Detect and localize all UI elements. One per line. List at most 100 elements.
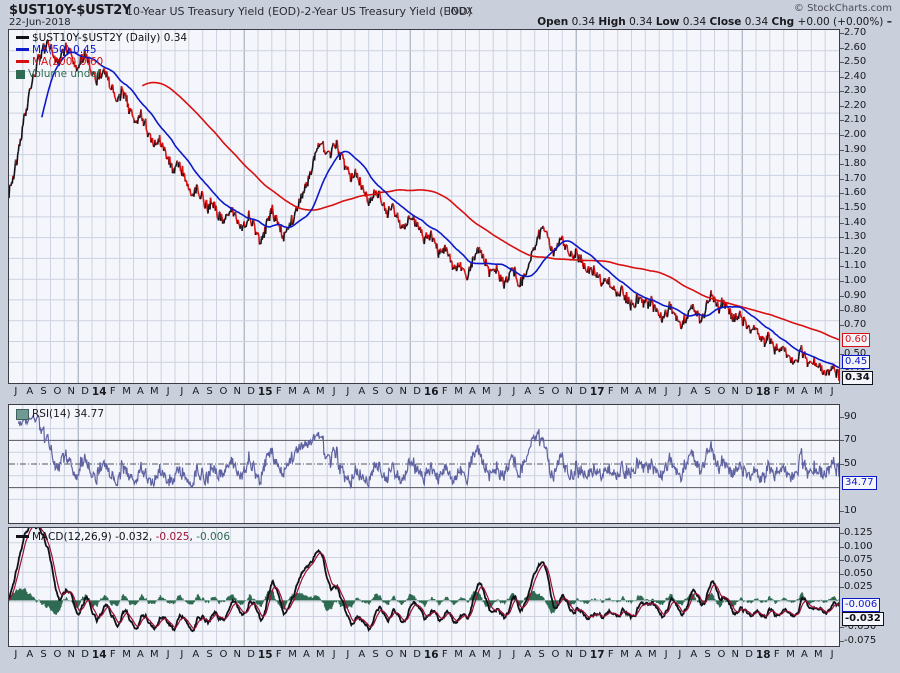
x-axis-label: O <box>385 649 394 660</box>
x-axis-label: D <box>579 649 587 660</box>
symbol-type: INDX <box>448 6 474 17</box>
x-axis-label: A <box>800 649 808 660</box>
macd-legend-prefix: MACD(12,26,9) <box>32 531 116 543</box>
x-axis-label: A <box>26 649 34 660</box>
price-plot[interactable] <box>9 30 839 383</box>
x-axis-label: A <box>136 649 144 660</box>
x-axis-label: M <box>813 386 823 397</box>
price-series-legend-label: $UST10Y-$UST2Y (Daily) 0.34 <box>32 32 188 44</box>
x-axis-label: S <box>40 649 47 660</box>
macd-legend: MACD(12,26,9) -0.032, -0.025, -0.006 <box>16 531 230 543</box>
rsi-series-svg <box>9 405 839 523</box>
x-axis-label: N <box>233 386 242 397</box>
x-axis-label: D <box>413 649 421 660</box>
x-axis-label: M <box>122 649 131 660</box>
x-axis-label: A <box>302 386 310 397</box>
x-axis-label: F <box>441 649 448 660</box>
y-axis-label: 2.70 <box>844 26 867 38</box>
rsi-swatch-icon <box>16 408 29 420</box>
y-tick <box>840 640 844 642</box>
x-axis-label: J <box>664 386 668 397</box>
x-axis-label: J <box>678 649 682 660</box>
macd-plot[interactable] <box>9 528 839 646</box>
x-axis-label: J <box>498 649 502 660</box>
rsi-value-flag: 34.77 <box>842 476 877 490</box>
y-tick <box>840 546 844 548</box>
x-axis-label: 14 <box>91 386 107 398</box>
y-axis-label: 1.50 <box>844 202 867 213</box>
y-axis-label: 50 <box>844 458 857 469</box>
x-axis-label: J <box>166 649 170 660</box>
x-axis-label: S <box>538 386 545 397</box>
price-series-swatch-icon <box>16 35 29 39</box>
y-tick <box>840 310 844 312</box>
x-axis-label: A <box>468 649 476 660</box>
y-axis-label: 2.20 <box>844 99 867 111</box>
x-axis-label: N <box>565 649 574 660</box>
x-axis-label: J <box>830 649 834 660</box>
x-axis-label: J <box>678 386 682 397</box>
x-axis-label: 15 <box>257 649 273 661</box>
x-axis-label: J <box>346 649 350 660</box>
x-axis-label: J <box>332 386 336 397</box>
x-axis-label: D <box>413 386 421 397</box>
close-value: 0.34 <box>744 16 769 28</box>
x-axis-label: S <box>40 386 47 397</box>
y-tick <box>840 627 844 629</box>
x-axis-label: 14 <box>91 649 107 661</box>
chart-header: $UST10Y-$UST2Y 10-Year US Treasury Yield… <box>0 0 900 28</box>
y-axis-label: 70 <box>844 434 857 446</box>
x-axis-label: N <box>731 386 740 397</box>
x-axis-label: J <box>180 386 184 397</box>
x-axis-label: F <box>275 649 282 660</box>
x-axis-label: S <box>206 649 213 660</box>
x-axis-label: S <box>704 649 711 660</box>
y-axis-label: 1.00 <box>844 274 867 286</box>
x-axis-label: J <box>830 386 834 397</box>
y-tick <box>840 135 844 136</box>
x-axis-label: A <box>26 386 34 397</box>
y-tick <box>840 32 844 34</box>
x-axis-label: 16 <box>423 649 439 661</box>
macd-value-flag: -0.006 <box>842 597 881 612</box>
x-axis-label: M <box>481 649 491 660</box>
x-axis-label: N <box>399 649 408 660</box>
x-axis-label: 15 <box>257 386 273 398</box>
x-axis-label: M <box>122 386 131 397</box>
x-axis-label: N <box>67 649 76 660</box>
x-axis-label: F <box>773 649 780 660</box>
rsi-plot[interactable] <box>9 405 839 523</box>
x-axis-label: D <box>579 386 587 397</box>
y-axis-label: 1.40 <box>844 216 867 228</box>
volume-series-legend-label: Volume undef <box>28 68 101 80</box>
y-axis-label: -0.075 <box>844 634 877 646</box>
x-axis-label: M <box>454 386 463 397</box>
y-axis-label: 1.60 <box>844 187 867 199</box>
y-tick <box>840 164 844 166</box>
chg-value: +0.00 (+0.00%) <box>797 16 884 28</box>
x-axis-label: N <box>67 386 76 397</box>
x-axis-label: D <box>247 649 255 660</box>
y-axis-label: -0.050 <box>844 621 877 633</box>
x-axis-label: O <box>219 386 228 397</box>
x-axis-label: F <box>109 386 116 397</box>
x-axis-label: 16 <box>423 386 439 398</box>
x-axis-label: S <box>372 386 379 397</box>
y-axis-label: 2.50 <box>844 56 867 68</box>
ma50-series-swatch-icon <box>16 47 29 51</box>
macd-swatch-icon <box>16 534 29 538</box>
x-axis-label: O <box>551 649 560 660</box>
x-axis-label: A <box>192 386 200 397</box>
x-axis-label: M <box>315 649 325 660</box>
x-axis-label: A <box>690 386 698 397</box>
x-axis-label: M <box>620 649 629 660</box>
y-axis-label: 0.025 <box>844 581 873 592</box>
y-tick <box>840 560 844 562</box>
x-axis-label: J <box>512 649 516 660</box>
x-axis-label: A <box>468 386 476 397</box>
ma50-series-legend-label: MA(50) 0.45 <box>32 44 97 56</box>
x-axis-label: M <box>288 649 297 660</box>
y-axis-label: 10 <box>844 505 857 517</box>
legend-item: MA(50) 0.45 <box>16 44 187 56</box>
macd-sep-1: , <box>148 531 156 543</box>
